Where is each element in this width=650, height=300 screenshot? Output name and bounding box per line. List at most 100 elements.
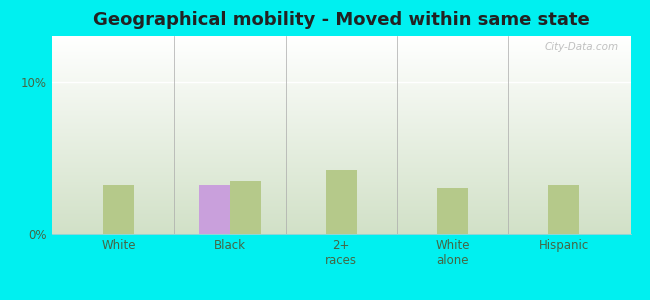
Bar — [52, 121, 630, 122]
Bar — [52, 205, 630, 206]
Bar — [230, 181, 261, 234]
Bar — [52, 227, 630, 228]
Bar — [52, 214, 630, 215]
Bar — [52, 54, 630, 55]
Bar — [52, 70, 630, 72]
Bar — [52, 110, 630, 111]
Bar — [52, 40, 630, 41]
Bar — [52, 55, 630, 56]
Bar — [52, 204, 630, 205]
Bar — [52, 164, 630, 165]
Bar — [52, 122, 630, 123]
Bar — [52, 61, 630, 62]
Bar — [52, 167, 630, 168]
Bar — [52, 144, 630, 145]
Bar — [52, 137, 630, 138]
Bar — [52, 224, 630, 225]
Bar — [52, 195, 630, 196]
Bar — [52, 42, 630, 43]
Bar — [548, 185, 579, 234]
Bar — [437, 188, 468, 234]
Bar — [52, 149, 630, 150]
Bar — [103, 185, 135, 234]
Bar — [52, 94, 630, 95]
Bar — [52, 162, 630, 163]
Bar — [52, 108, 630, 109]
Bar — [52, 68, 630, 69]
Bar — [52, 159, 630, 160]
Bar — [52, 146, 630, 147]
Bar — [52, 171, 630, 172]
Bar — [52, 211, 630, 212]
Bar — [52, 120, 630, 121]
Bar — [52, 43, 630, 44]
Bar — [52, 90, 630, 92]
Bar — [52, 73, 630, 74]
Bar — [52, 231, 630, 232]
Bar — [52, 135, 630, 136]
Bar — [52, 132, 630, 133]
Bar — [52, 142, 630, 143]
Bar — [52, 194, 630, 195]
Bar — [52, 88, 630, 89]
Bar — [52, 53, 630, 54]
Bar — [52, 63, 630, 64]
Bar — [52, 131, 630, 132]
Bar — [52, 175, 630, 176]
Bar — [52, 86, 630, 88]
Bar — [52, 38, 630, 39]
Bar — [52, 125, 630, 126]
Text: City-Data.com: City-Data.com — [545, 42, 619, 52]
Bar — [52, 206, 630, 207]
Bar — [52, 212, 630, 213]
Bar — [52, 134, 630, 135]
Bar — [52, 59, 630, 60]
Bar — [52, 185, 630, 187]
Bar — [52, 111, 630, 112]
Bar — [52, 119, 630, 120]
Bar — [52, 76, 630, 78]
Bar — [52, 37, 630, 38]
Bar — [52, 78, 630, 79]
Bar — [52, 208, 630, 209]
Bar — [52, 197, 630, 198]
Bar — [52, 151, 630, 152]
Bar — [52, 217, 630, 218]
Bar — [52, 41, 630, 42]
Bar — [52, 114, 630, 115]
Bar — [52, 174, 630, 175]
Bar — [52, 106, 630, 107]
Bar — [52, 216, 630, 217]
Bar — [52, 126, 630, 127]
Bar — [52, 133, 630, 134]
Bar — [52, 60, 630, 61]
Bar — [52, 79, 630, 80]
Bar — [52, 218, 630, 219]
Bar — [52, 101, 630, 102]
Bar — [52, 99, 630, 100]
Bar — [52, 44, 630, 45]
Bar — [52, 72, 630, 73]
Bar — [52, 152, 630, 153]
Bar — [52, 213, 630, 214]
Bar — [52, 46, 630, 47]
Bar — [52, 82, 630, 83]
Bar — [52, 223, 630, 224]
Bar — [52, 222, 630, 223]
Bar — [52, 89, 630, 90]
Bar — [52, 98, 630, 99]
Bar — [52, 199, 630, 200]
Bar — [52, 128, 630, 129]
Title: Geographical mobility - Moved within same state: Geographical mobility - Moved within sam… — [93, 11, 590, 29]
Bar — [52, 118, 630, 119]
Bar — [52, 39, 630, 40]
Bar — [52, 170, 630, 171]
Bar — [52, 102, 630, 103]
Bar — [52, 165, 630, 166]
Bar — [52, 109, 630, 110]
Bar — [52, 145, 630, 146]
Bar — [52, 95, 630, 96]
Bar — [52, 104, 630, 105]
Bar — [52, 220, 630, 221]
Bar — [52, 191, 630, 192]
